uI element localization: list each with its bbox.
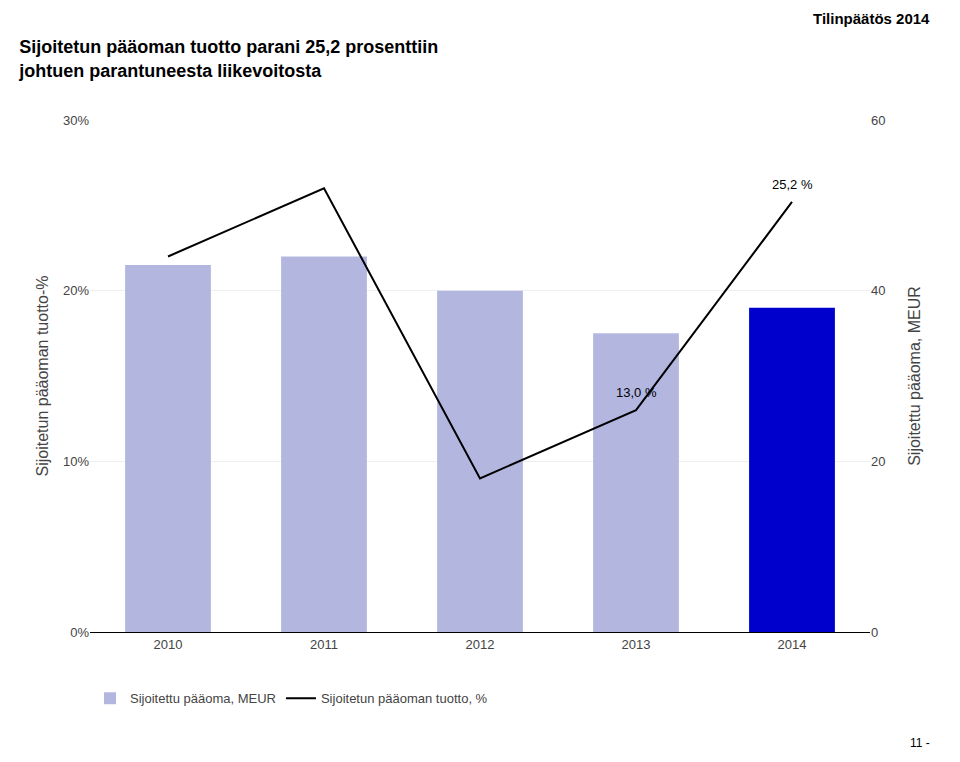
svg-text:10%: 10% — [63, 454, 89, 469]
svg-text:60: 60 — [871, 113, 885, 128]
svg-text:Sijoitettu pääoma, MEUR: Sijoitettu pääoma, MEUR — [130, 691, 276, 706]
svg-text:0%: 0% — [70, 625, 89, 640]
svg-text:13,0 %: 13,0 % — [616, 385, 657, 400]
svg-text:Sijoitetun pääoman tuotto para: Sijoitetun pääoman tuotto parani 25,2 pr… — [18, 37, 438, 80]
svg-text:2011: 2011 — [310, 637, 338, 652]
svg-text:20: 20 — [871, 454, 885, 469]
svg-text:Sijoitetun pääoman tuotto-%: Sijoitetun pääoman tuotto-% — [34, 275, 51, 476]
svg-text:0: 0 — [871, 625, 878, 640]
svg-text:2012: 2012 — [466, 637, 495, 652]
svg-text:2014: 2014 — [778, 637, 807, 652]
svg-text:Sijoitetun pääoman tuotto, %: Sijoitetun pääoman tuotto, % — [321, 691, 488, 706]
svg-text:20%: 20% — [63, 283, 89, 298]
svg-text:11 -: 11 - — [910, 736, 930, 750]
svg-text:40: 40 — [871, 283, 885, 298]
svg-text:Sijoitettu pääoma, MEUR: Sijoitettu pääoma, MEUR — [906, 286, 923, 466]
svg-text:2013: 2013 — [622, 637, 651, 652]
svg-text:30%: 30% — [63, 113, 89, 128]
svg-text:2010: 2010 — [154, 637, 183, 652]
svg-text:25,2 %: 25,2 % — [772, 177, 813, 192]
svg-text:Tilinpäätös 2014: Tilinpäätös 2014 — [813, 10, 930, 27]
